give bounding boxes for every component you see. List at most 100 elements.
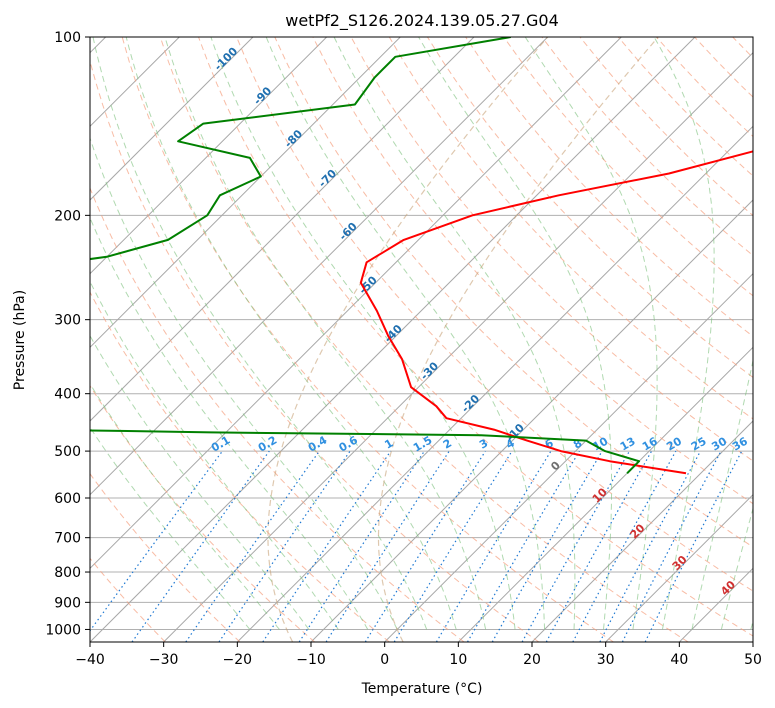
isotherm-line bbox=[90, 37, 328, 275]
mixing-ratio-line bbox=[621, 450, 722, 642]
moist-adiabat bbox=[333, 37, 576, 630]
x-tick-label: 50 bbox=[744, 652, 762, 668]
mixing-ratio-line bbox=[298, 450, 425, 642]
moist-adiabat bbox=[92, 37, 428, 630]
moist-adiabat bbox=[653, 37, 715, 630]
moist-adiabat bbox=[90, 426, 251, 630]
mixing-ratio-label: 3 bbox=[477, 437, 490, 452]
isotherm-line bbox=[90, 37, 622, 570]
y-tick-label: 800 bbox=[54, 565, 81, 581]
mixing-ratio-line bbox=[435, 450, 552, 642]
moist-adiabat bbox=[418, 37, 613, 630]
dry-adiabat bbox=[90, 291, 390, 642]
mixing-ratio-line bbox=[90, 450, 223, 632]
moist-adiabat bbox=[90, 382, 280, 630]
moist-adiabat bbox=[90, 280, 339, 630]
chart-title: wetPf2_S126.2024.139.05.27.G04 bbox=[285, 11, 559, 31]
isotherm-line bbox=[457, 346, 753, 642]
x-tick-label: −10 bbox=[296, 652, 326, 668]
isotherm-line bbox=[90, 37, 475, 422]
dry-adiabat bbox=[732, 37, 753, 59]
mixing-ratio-line bbox=[262, 450, 392, 642]
dry-adiabat bbox=[694, 37, 753, 98]
dry-adiabat bbox=[274, 37, 753, 548]
mixing-ratio-label: 2 bbox=[441, 437, 454, 452]
y-tick-label: 500 bbox=[54, 444, 81, 460]
isotherm-line bbox=[384, 272, 753, 642]
moist-adiabat bbox=[750, 619, 753, 630]
mixing-ratio-line bbox=[572, 450, 677, 642]
y-tick-label: 600 bbox=[54, 491, 81, 507]
dry-adiabat-label: 10 bbox=[590, 485, 610, 505]
y-axis-label: Pressure (hPa) bbox=[12, 290, 28, 390]
theta-e-line bbox=[377, 37, 659, 642]
y-tick-label: 100 bbox=[54, 30, 81, 46]
isotherm-label: -20 bbox=[459, 392, 482, 415]
moist-adiabat bbox=[691, 358, 753, 630]
x-tick-label: −30 bbox=[149, 652, 179, 668]
y-tick-label: 200 bbox=[54, 208, 81, 224]
dry-adiabat bbox=[198, 37, 753, 637]
mixing-ratio-line bbox=[185, 450, 320, 642]
dry-adiabat bbox=[465, 37, 753, 338]
isotherm-line bbox=[752, 641, 753, 642]
y-tick-label: 300 bbox=[54, 313, 81, 329]
isotherm-line bbox=[310, 199, 753, 642]
mixing-ratio-line bbox=[218, 450, 351, 642]
isotherm-label: -100 bbox=[212, 44, 241, 73]
isotherm-label: -80 bbox=[282, 127, 305, 150]
y-tick-label: 700 bbox=[54, 531, 81, 547]
moist-adiabat bbox=[90, 334, 310, 630]
mixing-ratio-line bbox=[364, 450, 486, 642]
dry-adiabat bbox=[656, 37, 753, 138]
dry-adiabat bbox=[541, 37, 753, 257]
isotherm-line bbox=[678, 567, 753, 642]
dry-adiabat-label: 30 bbox=[670, 553, 690, 573]
moist-adiabat bbox=[125, 37, 457, 630]
dry-adiabat bbox=[159, 37, 689, 642]
isotherm-line bbox=[90, 37, 696, 642]
isotherm-line bbox=[90, 37, 401, 349]
mixing-ratio-line bbox=[393, 450, 513, 642]
moist-adiabat bbox=[210, 37, 516, 630]
dry-adiabat bbox=[90, 186, 465, 642]
moist-adiabat bbox=[720, 506, 753, 630]
isotherm-label: -50 bbox=[356, 273, 379, 296]
moist-adiabat bbox=[90, 136, 398, 630]
mixing-ratio-line bbox=[131, 450, 270, 642]
mixing-ratio-line bbox=[599, 450, 702, 642]
dry-adiabat bbox=[90, 384, 316, 642]
dry-adiabat-label: 20 bbox=[628, 521, 648, 541]
mixing-ratio-line bbox=[545, 450, 653, 642]
mixing-ratio-line bbox=[644, 450, 743, 642]
x-tick-label: 0 bbox=[380, 652, 389, 668]
y-axis-ticks: 100 200 300 400 500 600 700 800 900 1000 bbox=[45, 30, 90, 638]
x-axis-label: Temperature (°C) bbox=[361, 681, 483, 697]
x-tick-label: −40 bbox=[75, 652, 105, 668]
y-tick-label: 400 bbox=[54, 387, 81, 403]
x-tick-label: 20 bbox=[523, 652, 541, 668]
y-tick-label: 900 bbox=[54, 595, 81, 611]
dry-adiabat bbox=[350, 37, 753, 462]
mixing-ratio-line bbox=[466, 450, 580, 642]
profile-line bbox=[359, 150, 753, 475]
moist-adiabat bbox=[164, 37, 487, 630]
dry-adiabat bbox=[312, 37, 753, 505]
moist-adiabat bbox=[90, 216, 369, 630]
x-tick-label: 30 bbox=[597, 652, 615, 668]
isotherm-line bbox=[90, 37, 254, 201]
moist-adiabat bbox=[524, 37, 658, 630]
dry-adiabat bbox=[90, 472, 241, 642]
dry-adiabat bbox=[121, 37, 614, 642]
isotherm-line bbox=[163, 51, 753, 642]
isotherm-line bbox=[531, 420, 753, 642]
x-tick-label: 10 bbox=[449, 652, 467, 668]
x-axis-ticks: −40 −30 −20 −10 0 10 20 30 40 50 bbox=[75, 642, 762, 668]
mixing-ratio-line bbox=[325, 450, 450, 642]
x-tick-label: 40 bbox=[670, 652, 688, 668]
plot-frame bbox=[89, 36, 754, 643]
isotherm-line bbox=[236, 125, 753, 642]
isotherm-label: -70 bbox=[316, 167, 339, 190]
dry-adiabat bbox=[503, 37, 753, 297]
